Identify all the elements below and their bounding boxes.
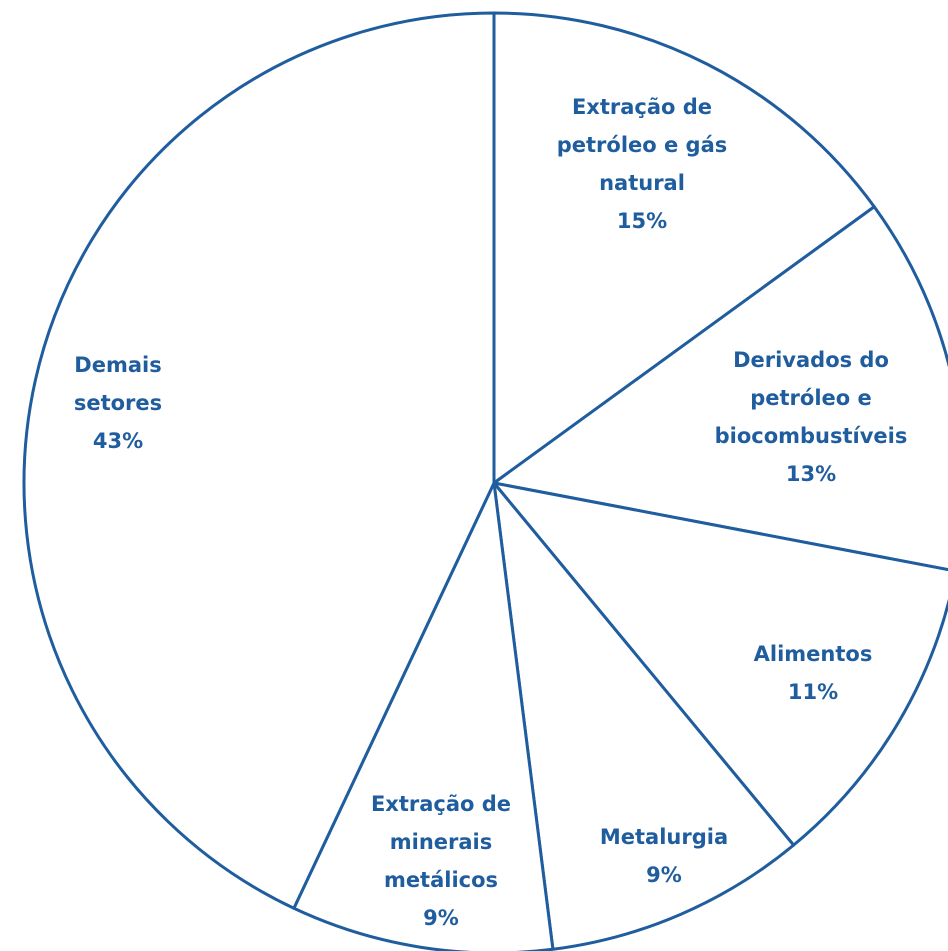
slice-label: Extração de <box>572 95 712 119</box>
value-label: 15% <box>617 209 667 233</box>
slice-label: natural <box>599 171 685 195</box>
slice-label: petróleo e <box>750 386 872 410</box>
slice-label: petróleo e gás <box>557 133 728 157</box>
slice-label: Extração de <box>371 792 511 816</box>
value-label: 9% <box>423 906 459 930</box>
slice-label: metálicos <box>384 868 498 892</box>
value-label: 9% <box>646 863 682 887</box>
value-label: 13% <box>786 462 836 486</box>
pie-slice <box>492 481 796 951</box>
value-label: 11% <box>788 680 838 704</box>
slice-label: Demais <box>74 353 161 377</box>
slice-label: biocombustíveis <box>715 424 908 448</box>
value-label: 43% <box>93 429 143 453</box>
slice-label: Derivados do <box>733 348 889 372</box>
pie-slice <box>492 481 948 847</box>
pie-slice <box>292 481 555 951</box>
slice-label: Alimentos <box>754 642 873 666</box>
pie-slice <box>492 205 948 572</box>
slice-label: setores <box>74 391 162 415</box>
pie-slice <box>22 11 496 910</box>
slice-label: Metalurgia <box>600 825 728 849</box>
slice-label: minerais <box>390 830 493 854</box>
pie-slice <box>492 11 876 485</box>
